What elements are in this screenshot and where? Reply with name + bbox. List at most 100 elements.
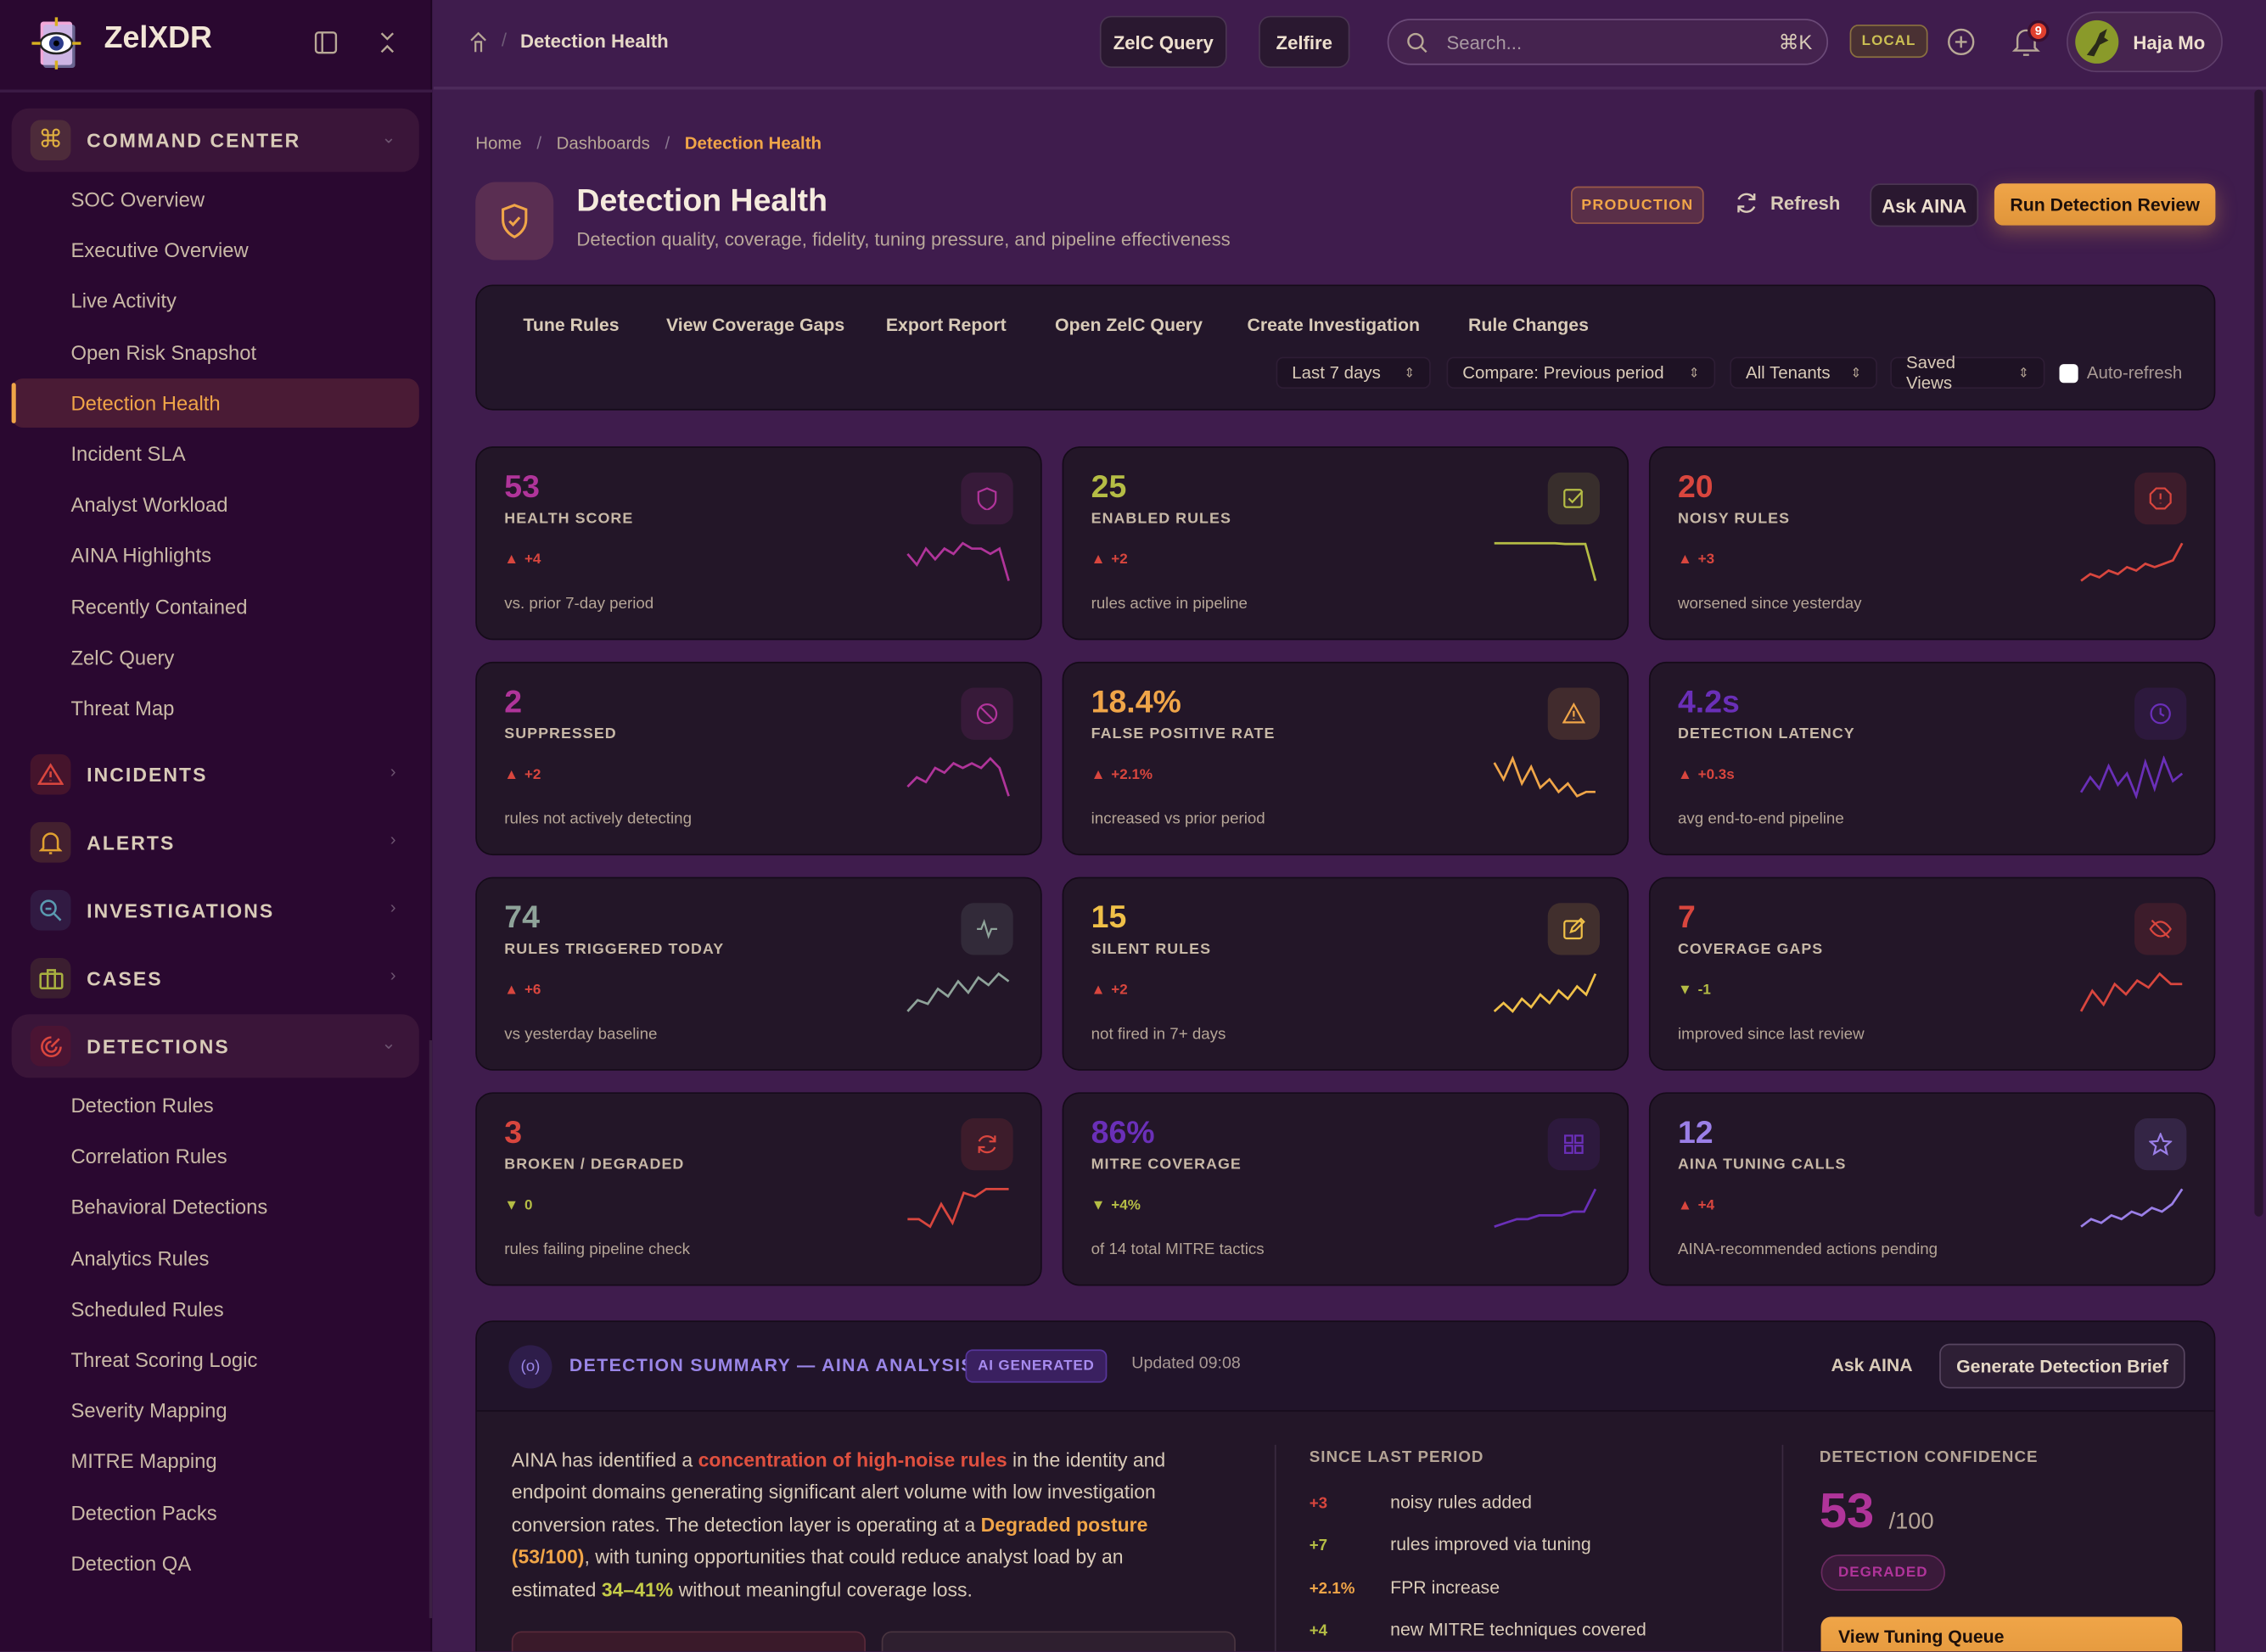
summary-action-button[interactable] [511, 1631, 866, 1652]
highlight-text: Degraded posture (53/100) [511, 1514, 1148, 1568]
change-row: +2.1% FPR increase [1310, 1577, 1500, 1598]
auto-refresh-checkbox[interactable] [2059, 364, 2078, 384]
tune-rules-link[interactable]: Tune Rules [523, 315, 620, 336]
time-range-select[interactable]: Last 7 days ⇕ [1276, 356, 1431, 389]
updated-time: Updated 09:08 [1131, 1355, 1241, 1373]
zelc-query-button[interactable]: ZelC Query [1099, 15, 1227, 69]
edit-icon [1547, 903, 1601, 955]
sidebar-item[interactable]: Correlation Rules [70, 1144, 227, 1168]
breadcrumb-home[interactable]: Home [475, 132, 522, 154]
kpi-value: 18.4% [1091, 683, 1181, 720]
sidebar-item[interactable]: Threat Scoring Logic [70, 1347, 258, 1371]
sidebar-item[interactable]: SOC Overview [70, 188, 205, 211]
kpi-card[interactable]: 20 NOISY RULES ▲ +3 worsened since yesterday [1648, 446, 2216, 641]
collapse-icon[interactable] [377, 31, 397, 55]
rule-changes-link[interactable]: Rule Changes [1468, 315, 1590, 336]
command-icon: ⌘ [30, 120, 71, 161]
sidebar-item[interactable]: MITRE Mapping [70, 1449, 217, 1473]
sidebar-toggle-icon[interactable] [314, 31, 339, 55]
breadcrumb-dashboards[interactable]: Dashboards [556, 132, 650, 154]
summary-action-button[interactable] [881, 1631, 1236, 1652]
page-scrollbar[interactable] [2254, 89, 2263, 1217]
sidebar-item[interactable]: Severity Mapping [70, 1398, 227, 1422]
zelfire-button[interactable]: Zelfire [1259, 15, 1350, 69]
ask-aina-link[interactable]: Ask AINA [1831, 1355, 1913, 1376]
kpi-card[interactable]: 86% MITRE COVERAGE ▼ +4% of 14 total MITRE t… [1062, 1092, 1629, 1286]
kpi-card[interactable]: 74 RULES TRIGGERED TODAY ▲ +6 vs yesterday b… [475, 876, 1042, 1071]
kpi-card[interactable]: 2 SUPPRESSED ▲ +2 rules not actively detecti… [475, 661, 1042, 856]
refresh-button[interactable]: Refresh [1734, 191, 1840, 216]
sidebar-item[interactable]: Detection Packs [70, 1500, 217, 1524]
kpi-value: 4.2s [1677, 683, 1740, 720]
triangle-up-icon: ▲ [1091, 767, 1106, 783]
kpi-card[interactable]: 4.2s DETECTION LATENCY ▲ +0.3s avg end-to-en… [1648, 661, 2216, 856]
saved-views-select[interactable]: Saved Views ⇕ [1890, 352, 2045, 393]
sidebar-item[interactable]: Scheduled Rules [70, 1296, 224, 1321]
sidebar-item[interactable]: Executive Overview [70, 238, 249, 262]
user-menu[interactable]: Haja Mo [2067, 11, 2223, 73]
sidebar-scrollbar[interactable] [429, 1040, 433, 1619]
sidebar-item[interactable]: Open Risk Snapshot [70, 340, 257, 364]
sidebar-item[interactable]: Live Activity [70, 289, 177, 313]
kpi-label: DETECTION LATENCY [1677, 725, 1855, 743]
kpi-card[interactable]: 3 BROKEN / DEGRADED ▼ 0 rules failing pipeli… [475, 1092, 1042, 1286]
change-text: FPR increase [1390, 1576, 1500, 1598]
sidebar-item[interactable]: Incident SLA [70, 442, 186, 466]
kpi-card[interactable]: 7 COVERAGE GAPS ▼ -1 improved since last rev… [1648, 876, 2216, 1071]
sparkline [2079, 972, 2183, 1012]
search-input[interactable]: Search... ⌘K [1387, 19, 1829, 65]
text-segment: AINA has identified a [511, 1448, 698, 1471]
kpi-label: AINA TUNING CALLS [1677, 1156, 1847, 1173]
compare-select[interactable]: Compare: Previous period ⇕ [1446, 356, 1716, 389]
warning-icon [1547, 687, 1601, 740]
view-coverage-gaps-link[interactable]: View Coverage Gaps [665, 315, 845, 336]
ask-aina-button[interactable]: Ask AINA [1870, 183, 1979, 227]
tenant-select[interactable]: All Tenants ⇕ [1730, 356, 1877, 389]
sidebar-item[interactable]: Detection QA [70, 1551, 192, 1575]
add-icon[interactable] [1947, 27, 1976, 56]
nav-group-detections[interactable]: DETECTIONS ⌄ [11, 1014, 419, 1078]
kpi-value: 20 [1677, 468, 1714, 505]
export-report-link[interactable]: Export Report [885, 315, 1007, 336]
nav-group-incidents[interactable]: INCIDENTS › [12, 742, 419, 806]
refresh-icon [1734, 191, 1758, 216]
change-value: +4 [1309, 1622, 1328, 1640]
divider [1274, 1444, 1276, 1652]
kpi-value: 12 [1677, 1113, 1714, 1151]
sidebar-item[interactable]: Detection Health [11, 378, 419, 428]
run-detection-review-button[interactable]: Run Detection Review [1994, 183, 2216, 226]
sidebar-item[interactable]: Recently Contained [70, 594, 248, 619]
sidebar-item[interactable]: Analytics Rules [70, 1246, 210, 1270]
sidebar-item[interactable]: ZelC Query [70, 645, 175, 669]
shield-icon [961, 472, 1013, 525]
nav-group-cases[interactable]: CASES › [12, 946, 419, 1010]
create-investigation-link[interactable]: Create Investigation [1247, 315, 1420, 336]
nav-group-investigations[interactable]: INVESTIGATIONS › [12, 878, 419, 942]
kpi-card[interactable]: 12 AINA TUNING CALLS ▲ +4 AINA-recommended a… [1648, 1092, 2216, 1286]
checkbox-icon [1547, 472, 1601, 525]
sidebar-item[interactable]: Behavioral Detections [70, 1195, 268, 1219]
kpi-delta: ▲ +2 [504, 767, 541, 783]
open-zelc-query-link[interactable]: Open ZelC Query [1055, 315, 1203, 336]
kpi-card[interactable]: 18.4% FALSE POSITIVE RATE ▲ +2.1% increased … [1062, 661, 1629, 856]
sidebar-item[interactable]: Analyst Workload [70, 492, 228, 517]
generate-brief-button[interactable]: Generate Detection Brief [1939, 1343, 2185, 1389]
nav-group-alerts[interactable]: ALERTS › [12, 810, 419, 874]
sidebar-item[interactable]: Detection Rules [70, 1094, 214, 1117]
kpi-delta: ▼ +4% [1091, 1198, 1141, 1214]
separator: / [665, 132, 670, 154]
nav-group-command-center[interactable]: ⌘ COMMAND CENTER ⌄ [11, 108, 419, 172]
home-icon[interactable] [469, 31, 486, 53]
kpi-card[interactable]: 25 ENABLED RULES ▲ +2 rules active in pipeli… [1062, 446, 1629, 641]
chevron-down-icon: ⌄ [381, 126, 396, 148]
sparkline-container [905, 540, 1012, 584]
kpi-card[interactable]: 15 SILENT RULES ▲ +2 not fired in 7+ days [1062, 876, 1629, 1071]
kpi-card[interactable]: 53 HEALTH SCORE ▲ +4 vs. prior 7-day period [475, 446, 1042, 641]
select-value: All Tenants [1745, 362, 1831, 384]
sidebar-item[interactable]: AINA Highlights [70, 543, 212, 568]
sparkline-container [2078, 755, 2185, 799]
sidebar-item[interactable]: Threat Map [70, 696, 175, 720]
view-tuning-queue-button[interactable]: View Tuning Queue [1820, 1616, 2183, 1652]
current-page: Detection Health [520, 30, 669, 53]
star-icon [2134, 1117, 2187, 1171]
